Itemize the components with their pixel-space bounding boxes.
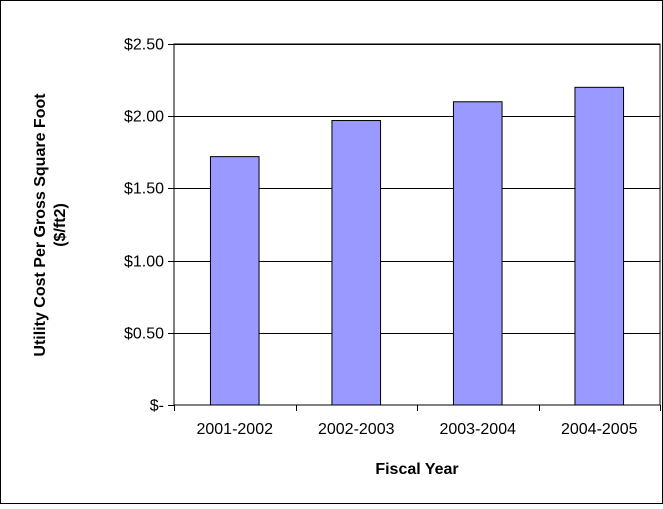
y-tick-label: $0.50: [124, 326, 164, 343]
x-tick-label: 2002-2003: [318, 421, 395, 438]
y-axis-title-line2: ($/ft2): [52, 203, 69, 247]
y-tick-label: $1.50: [124, 181, 164, 198]
x-tick-label: 2003-2004: [439, 421, 516, 438]
y-tick-label: $2.00: [124, 109, 164, 126]
x-axis-title: Fiscal Year: [375, 461, 458, 478]
y-tick-label: $1.00: [124, 254, 164, 271]
x-axis-ticks: 2001-2002 2002-2003 2003-2004 2004-2005: [174, 405, 661, 438]
y-axis-ticks: $- $0.50 $1.00 $1.50 $2.00 $2.50: [124, 37, 174, 415]
bar-2002-2003: [331, 120, 382, 406]
bar-2001-2002: [209, 156, 260, 406]
x-tick-label: 2001-2002: [196, 421, 273, 438]
y-axis-title-line1: Utility Cost Per Gross Square Foot: [32, 93, 49, 357]
y-tick-label: $2.50: [124, 37, 164, 54]
bar-2003-2004: [452, 101, 503, 406]
x-tick-label: 2004-2005: [561, 421, 638, 438]
bars: [209, 86, 625, 406]
y-tick-label: $-: [150, 398, 164, 415]
bar-2004-2005: [574, 86, 625, 406]
